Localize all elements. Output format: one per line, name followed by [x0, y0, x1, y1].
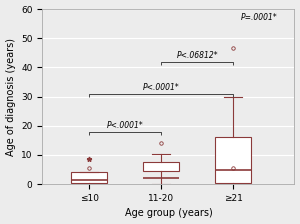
Y-axis label: Age of diagnosis (years): Age of diagnosis (years): [6, 38, 16, 156]
Text: P<.0001*: P<.0001*: [107, 121, 143, 130]
PathPatch shape: [71, 172, 107, 183]
PathPatch shape: [215, 138, 251, 183]
Text: P=.0001*: P=.0001*: [241, 13, 278, 22]
PathPatch shape: [143, 162, 179, 171]
X-axis label: Age group (years): Age group (years): [124, 209, 212, 218]
Text: P<.06812*: P<.06812*: [176, 51, 218, 60]
Text: P<.0001*: P<.0001*: [143, 83, 180, 92]
